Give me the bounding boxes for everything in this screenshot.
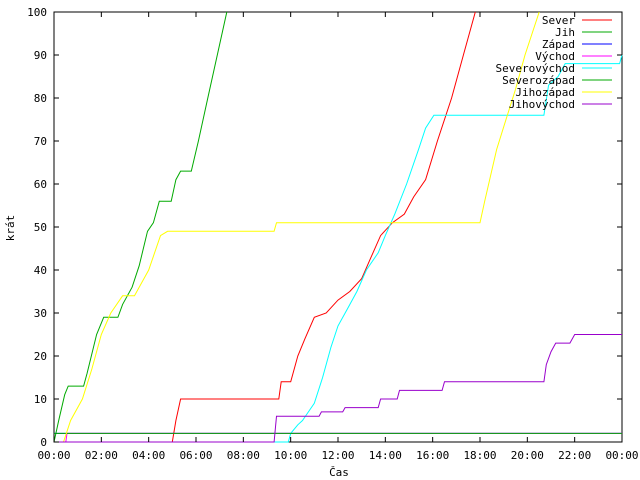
y-tick-label: 0 (40, 436, 47, 449)
y-tick-label: 100 (27, 6, 47, 19)
x-tick-label: 06:00 (179, 449, 212, 462)
legend-label-3: Západ (542, 38, 575, 51)
x-tick-label: 00:00 (37, 449, 70, 462)
y-tick-label: 90 (34, 49, 47, 62)
legend: SeverJihZápadVýchodSeverovýchodSeverozáp… (496, 14, 612, 111)
legend-label-4: Východ (535, 50, 575, 63)
legend-label-6: Severozápad (502, 74, 575, 87)
legend-label-1: Sever (542, 14, 575, 27)
legend-label-5: Severovýchod (496, 62, 575, 75)
legend-label-7: Jihozápad (515, 86, 575, 99)
y-tick-label: 30 (34, 307, 47, 320)
series-line-8 (54, 334, 622, 443)
series-line-2 (53, 11, 228, 443)
legend-label-2: Jih (555, 26, 575, 39)
series-line-1 (171, 11, 476, 443)
y-tick-label: 80 (34, 92, 47, 105)
x-tick-label: 14:00 (369, 449, 402, 462)
y-tick-label: 40 (34, 264, 47, 277)
series-lines (53, 11, 623, 443)
series-line-4 (65, 432, 622, 443)
axes: 00:00 02:00 04:00 06:00 08:00 10:00 12:00 14:00… (27, 6, 638, 462)
y-tick-label: 20 (34, 350, 47, 363)
series-line-7 (63, 11, 540, 443)
x-tick-label: 00:00 (605, 449, 638, 462)
x-tick-label: 22:00 (558, 449, 591, 462)
x-tick-label: 12:00 (321, 449, 354, 462)
series-line-5 (54, 54, 623, 443)
legend-label-8: Jihovýchod (509, 98, 575, 111)
y-tick-label: 70 (34, 135, 47, 148)
x-tick-label: 10:00 (274, 449, 307, 462)
x-tick-label: 20:00 (511, 449, 544, 462)
y-tick-label: 60 (34, 178, 47, 191)
x-tick-label: 18:00 (463, 449, 496, 462)
x-tick-label: 08:00 (227, 449, 260, 462)
y-tick-label: 10 (34, 393, 47, 406)
x-tick-label: 02:00 (85, 449, 118, 462)
y-tick-label: 50 (34, 221, 47, 234)
y-axis-label: krát (4, 215, 17, 242)
x-tick-label: 04:00 (132, 449, 165, 462)
x-tick-label: 16:00 (416, 449, 449, 462)
x-axis-label: Čas (329, 466, 349, 479)
